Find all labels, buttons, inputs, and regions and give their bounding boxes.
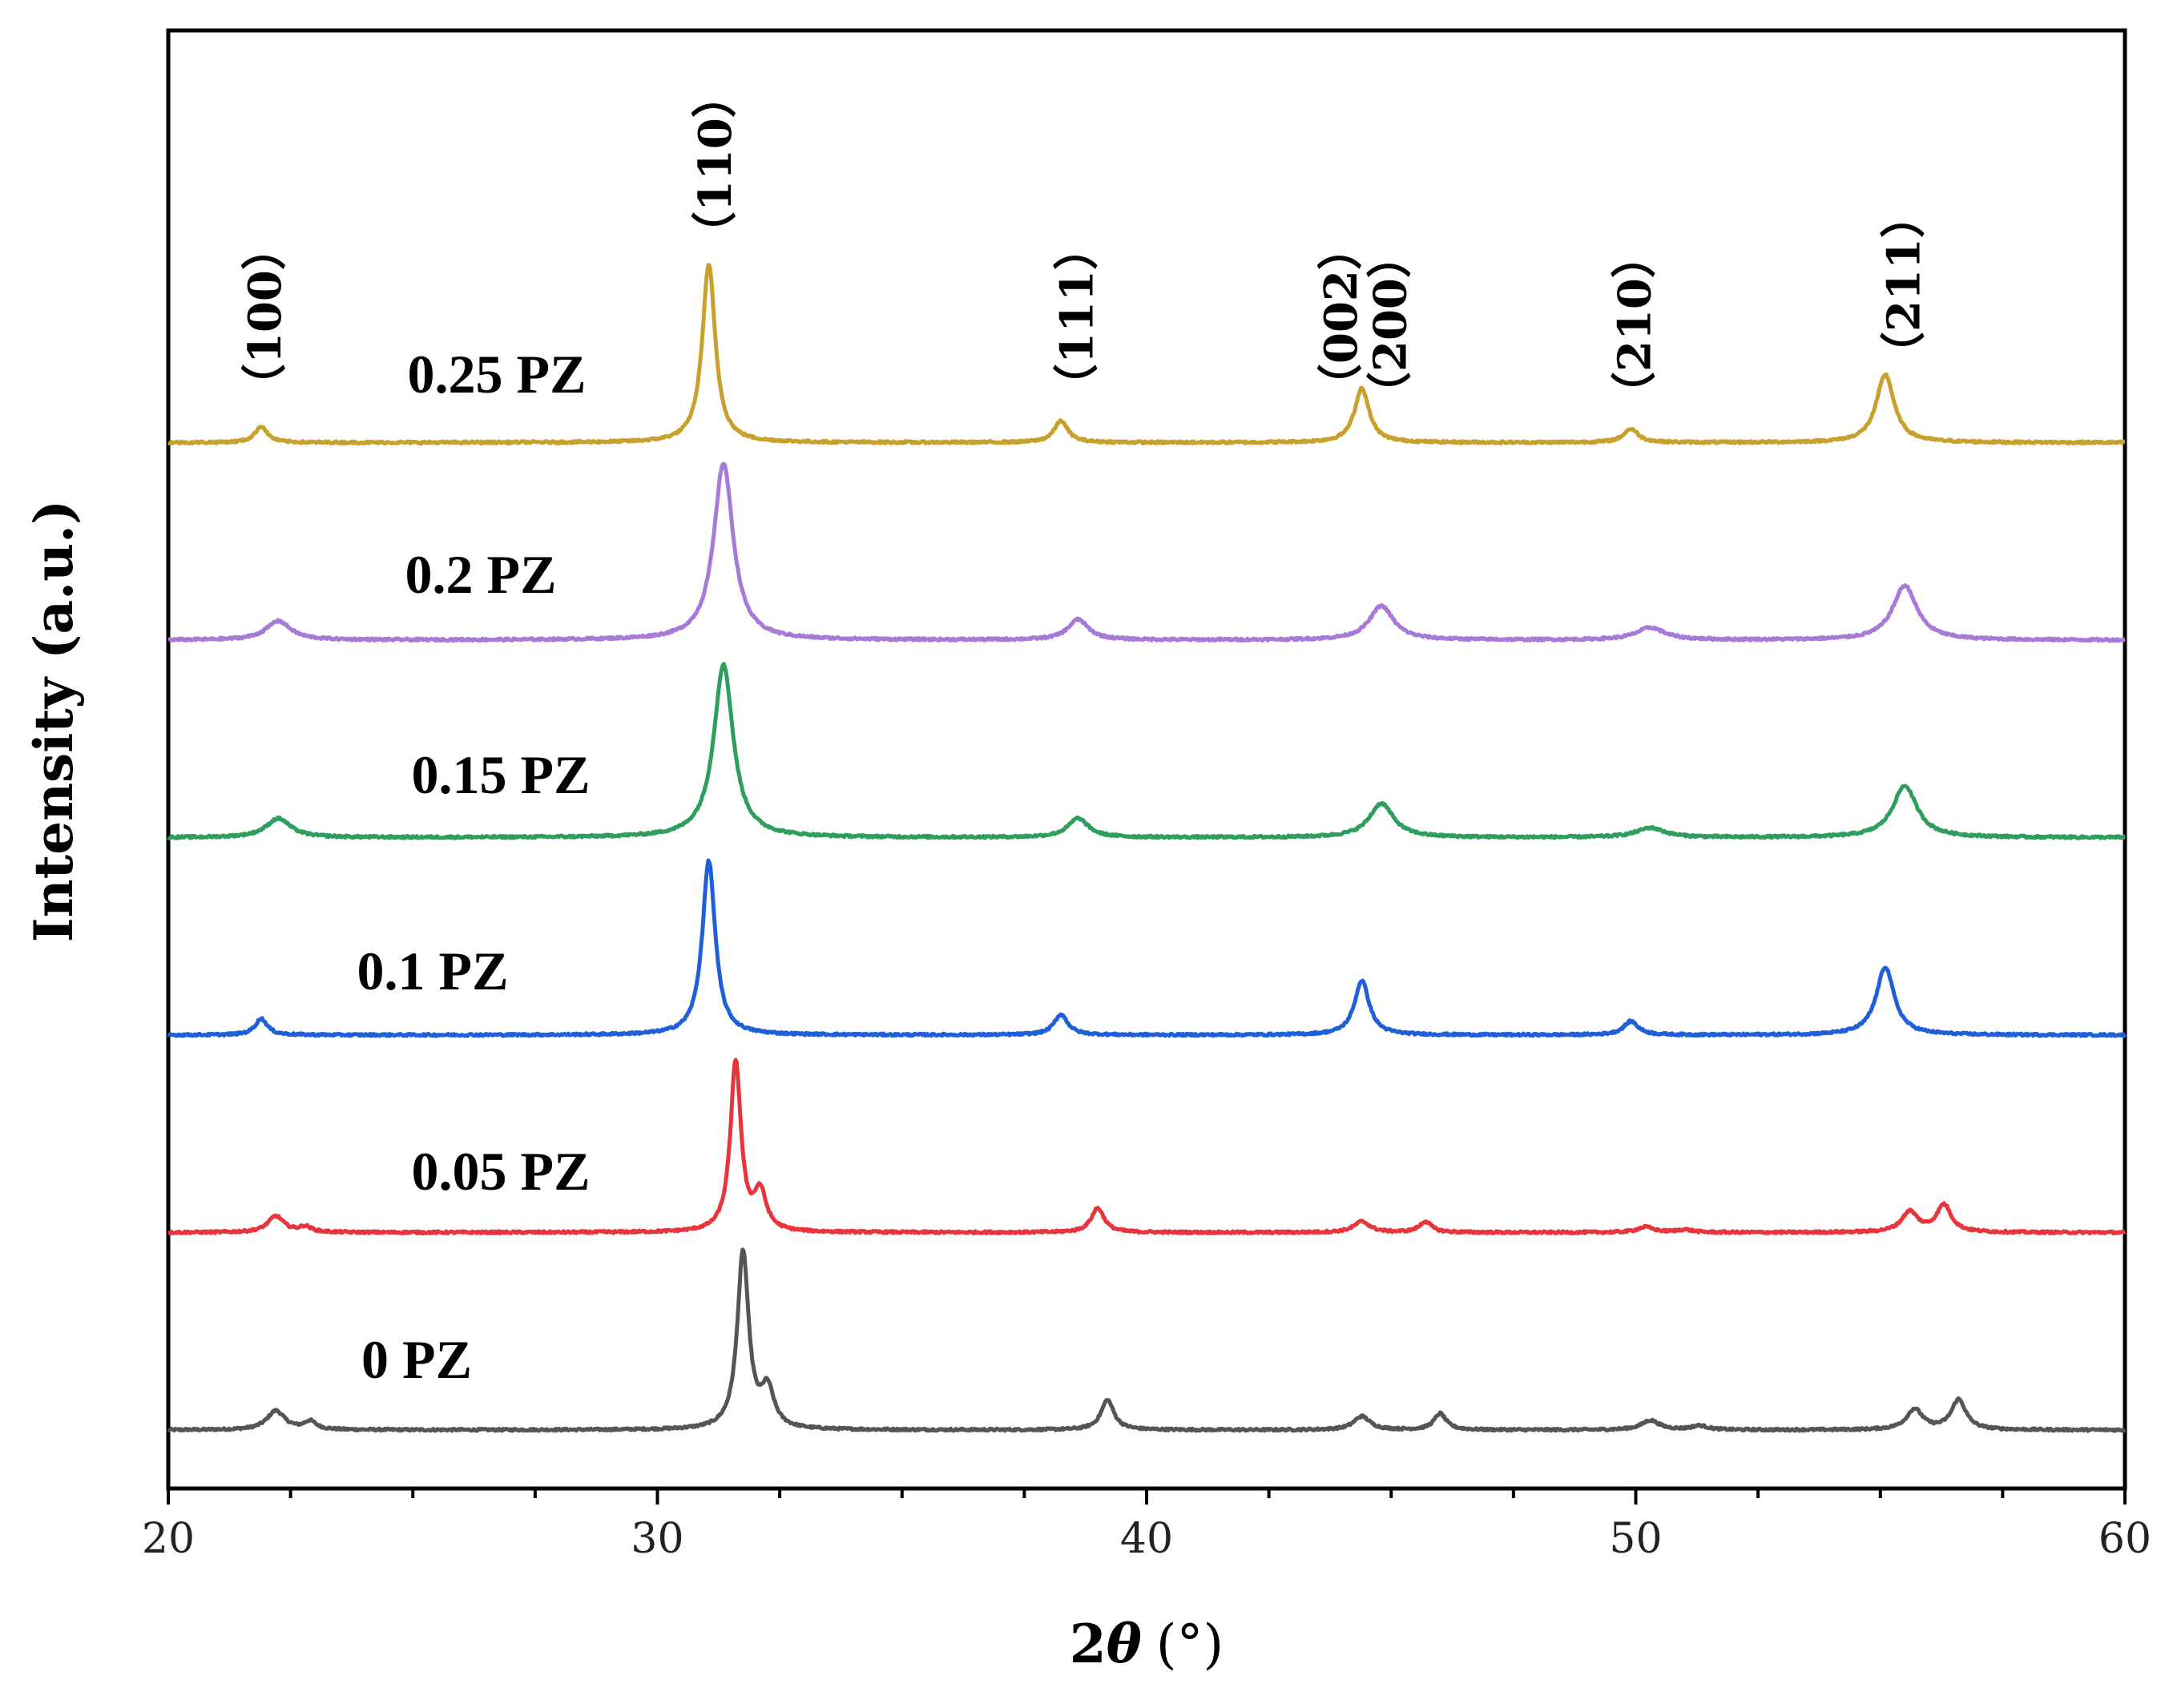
x-axis-ticks: 20 30 40 50 60	[142, 1488, 2151, 1563]
peak-annotation: （111）	[1051, 225, 1104, 409]
peak-annotation: （002）	[1315, 225, 1368, 409]
peak-annotation: （110）	[689, 73, 742, 256]
series-label: 0.25 PZ	[408, 344, 587, 405]
peak-annotations: （100） （110） （111） （002）（200） （210） （211）	[239, 73, 1930, 417]
x-axis-title: 2θ (°)	[1070, 1613, 1224, 1675]
x-axis-title-symbol: θ	[1107, 1613, 1142, 1675]
series-line-0.05-pz	[167, 1057, 2127, 1236]
x-axis-title-unit: (°)	[1156, 1613, 1224, 1675]
peak-annotation: （100）	[239, 225, 292, 409]
series-layer	[167, 263, 2127, 1433]
series-label: 0.2 PZ	[405, 544, 557, 605]
series-label: 0.1 PZ	[357, 941, 509, 1001]
series-line-0.15-pz	[167, 662, 2127, 840]
x-tick-label: 60	[2098, 1515, 2151, 1563]
x-tick-label: 40	[1120, 1515, 1173, 1563]
series-line-0.2-pz	[167, 461, 2127, 643]
x-tick-label: 20	[142, 1515, 195, 1563]
series-line-0-pz	[167, 1247, 2127, 1433]
series-line-0.1-pz	[167, 858, 2127, 1038]
series-line-0.25-pz	[167, 263, 2127, 446]
series-label: 0 PZ	[361, 1329, 472, 1390]
peak-annotation: （210）	[1609, 233, 1662, 417]
series-label: 0.05 PZ	[412, 1141, 591, 1202]
x-tick-label: 50	[1609, 1515, 1662, 1563]
series-label: 0.15 PZ	[412, 744, 591, 805]
series-labels: 0 PZ 0.05 PZ 0.1 PZ 0.15 PZ 0.2 PZ 0.25 PZ	[357, 344, 591, 1390]
x-tick-label: 30	[631, 1515, 683, 1563]
y-axis-title: Intensity (a.u.)	[22, 500, 85, 943]
peak-annotation: （200）	[1364, 233, 1417, 417]
x-axis-title-main: 2	[1070, 1613, 1107, 1675]
peak-annotation: （211）	[1877, 193, 1930, 377]
